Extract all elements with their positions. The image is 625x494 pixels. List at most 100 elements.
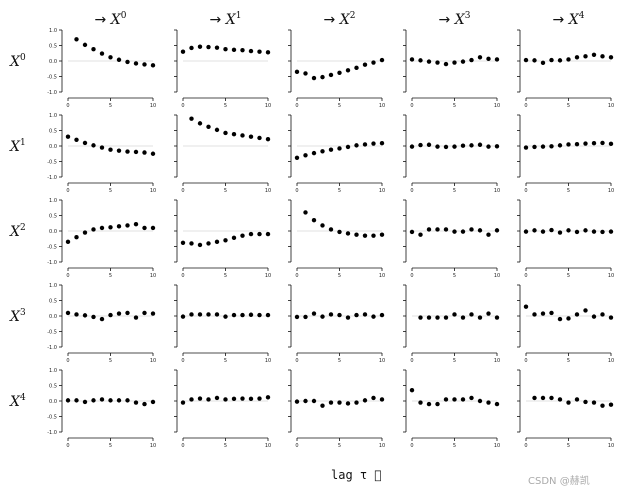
data-point <box>125 310 130 316</box>
y-tick-label: -1.0 <box>47 90 57 96</box>
data-point <box>523 57 529 63</box>
data-point <box>248 231 254 237</box>
data-point <box>311 75 317 81</box>
x-tick-label: 10 <box>265 103 271 109</box>
data-point <box>600 229 605 235</box>
data-point <box>443 227 449 232</box>
x-tick-label: 0 <box>66 443 69 449</box>
data-point <box>197 242 203 248</box>
data-point <box>125 223 130 228</box>
x-tick-label: 0 <box>524 443 527 449</box>
x-tick-label: 5 <box>224 103 227 109</box>
data-point <box>257 312 262 318</box>
data-point <box>189 45 194 51</box>
panel-r1-c3: 0 5 10 <box>403 114 500 194</box>
data-point <box>426 142 432 147</box>
data-point <box>223 130 228 136</box>
x-tick-label: 5 <box>453 188 456 194</box>
data-point <box>354 232 359 237</box>
data-point <box>320 314 325 319</box>
y-tick-label: -0.5 <box>47 329 57 335</box>
data-point <box>608 229 614 234</box>
data-point <box>248 48 254 54</box>
data-point <box>257 135 262 141</box>
data-point <box>223 397 228 402</box>
column-title: → X1 <box>210 11 242 28</box>
panel-r2-c4: 0 5 10 <box>517 199 614 279</box>
data-point <box>303 153 308 158</box>
data-point <box>99 397 105 402</box>
data-point <box>362 62 368 67</box>
x-tick-label: 10 <box>265 273 271 279</box>
data-point <box>549 57 554 63</box>
data-point <box>206 312 211 317</box>
panel-r2-c2: 0 5 10 <box>288 199 385 279</box>
panel-r4-c1: 0 5 10 <box>174 369 271 449</box>
y-tick-label: 0.0 <box>49 144 57 150</box>
data-point <box>91 143 96 148</box>
y-tick-label: 1.0 <box>49 28 57 34</box>
data-point <box>197 312 203 317</box>
data-point <box>248 396 254 402</box>
x-tick-label: 5 <box>338 188 341 194</box>
data-point <box>557 58 563 63</box>
data-point <box>125 59 130 65</box>
data-point <box>240 133 245 138</box>
data-point <box>257 396 262 401</box>
data-point <box>379 397 385 402</box>
y-tick-label: -1.0 <box>47 430 57 436</box>
data-point <box>108 225 113 230</box>
data-point <box>108 55 113 60</box>
data-point <box>583 308 588 313</box>
data-point <box>257 49 262 54</box>
data-point <box>591 229 597 234</box>
data-point <box>294 314 300 320</box>
row-label: X3 <box>9 308 26 325</box>
data-point <box>371 233 376 238</box>
row-label: X0 <box>9 53 26 70</box>
x-tick-label: 10 <box>379 273 385 279</box>
data-point <box>486 400 491 405</box>
data-point <box>371 395 376 401</box>
data-point <box>494 315 500 320</box>
y-tick-label: 0.0 <box>49 314 57 320</box>
data-point <box>91 47 96 52</box>
watermark: CSDN @赫凯 <box>528 474 590 487</box>
column-title: → X4 <box>553 11 585 28</box>
x-tick-label: 5 <box>338 103 341 109</box>
panel-r3-c2: 0 5 10 <box>288 284 385 364</box>
panel-r1-c4: 0 5 10 <box>517 114 614 194</box>
data-point <box>600 312 605 317</box>
data-point <box>214 127 220 133</box>
x-tick-label: 5 <box>453 103 456 109</box>
x-tick-label: 5 <box>338 443 341 449</box>
x-tick-label: 10 <box>265 443 271 449</box>
column-title: → X3 <box>439 11 471 28</box>
data-point <box>206 241 211 246</box>
data-point <box>223 238 228 243</box>
data-point <box>418 142 423 148</box>
data-point <box>379 57 385 63</box>
data-point <box>583 54 588 59</box>
data-point <box>460 59 466 64</box>
data-point <box>583 399 588 405</box>
data-point <box>345 68 351 73</box>
x-tick-label: 5 <box>224 273 227 279</box>
y-tick-label: -0.5 <box>47 74 57 80</box>
data-point <box>99 145 105 150</box>
x-tick-label: 5 <box>109 358 112 364</box>
data-point <box>574 312 580 317</box>
data-point <box>214 312 220 317</box>
y-tick-label: -1.0 <box>47 175 57 181</box>
x-tick-label: 0 <box>295 273 298 279</box>
x-tick-label: 0 <box>295 103 298 109</box>
y-tick-label: 1.0 <box>49 198 57 204</box>
data-point <box>557 397 563 402</box>
data-point <box>257 231 262 237</box>
panels-layer: 1.00.50.0-0.5-1.00 5 10 0 5 10 0 5 10 0 5 10 0 5 101.0… <box>47 28 614 449</box>
data-point <box>469 227 474 232</box>
data-point <box>426 315 432 320</box>
data-point <box>494 144 500 149</box>
y-tick-label: 1.0 <box>49 113 57 119</box>
data-point <box>371 60 376 65</box>
